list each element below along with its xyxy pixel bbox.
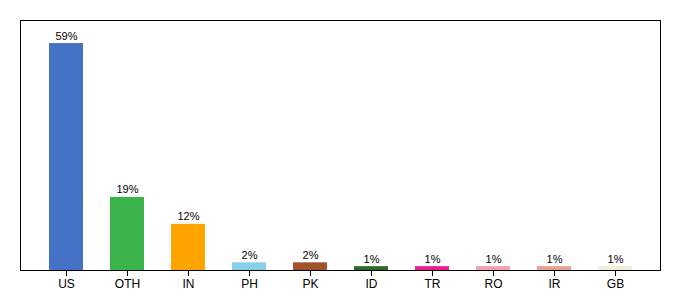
- svg-text:1%: 1%: [486, 253, 502, 265]
- svg-text:2%: 2%: [303, 249, 319, 261]
- svg-text:PH: PH: [241, 277, 258, 291]
- svg-text:ID: ID: [366, 277, 378, 291]
- svg-text:1%: 1%: [364, 253, 380, 265]
- svg-text:US: US: [58, 277, 75, 291]
- svg-text:19%: 19%: [116, 183, 138, 195]
- svg-text:12%: 12%: [177, 210, 199, 222]
- svg-text:OTH: OTH: [115, 277, 140, 291]
- svg-text:1%: 1%: [547, 253, 563, 265]
- svg-text:1%: 1%: [425, 253, 441, 265]
- svg-text:59%: 59%: [55, 30, 77, 42]
- svg-text:2%: 2%: [242, 249, 258, 261]
- svg-text:IR: IR: [549, 277, 561, 291]
- svg-text:PK: PK: [302, 277, 318, 291]
- svg-text:1%: 1%: [608, 253, 624, 265]
- svg-text:TR: TR: [425, 277, 441, 291]
- svg-text:RO: RO: [485, 277, 503, 291]
- svg-text:GB: GB: [607, 277, 624, 291]
- svg-text:IN: IN: [183, 277, 195, 291]
